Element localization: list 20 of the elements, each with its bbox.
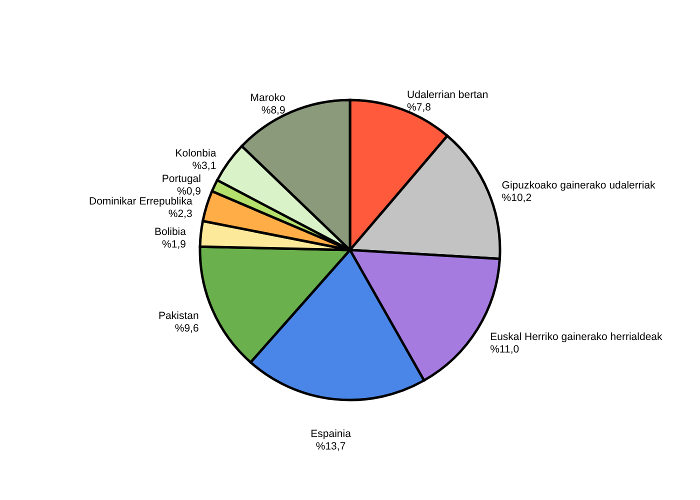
slice-label: Kolonbia <box>175 148 216 160</box>
data-label: %0,9 <box>177 186 202 198</box>
slice-label: Gipuzkoako gainerako udalerriak <box>502 179 656 192</box>
data-label: %13,7 <box>316 440 346 452</box>
data-label: %9,6 <box>174 322 199 335</box>
slice-label: Portugal <box>162 173 201 186</box>
data-label: %3,1 <box>192 160 216 172</box>
data-label: %1,9 <box>162 238 186 251</box>
data-label: %7,8 <box>407 102 432 114</box>
slice-label: Espainia <box>310 428 352 440</box>
slice-label: Maroko <box>250 92 286 104</box>
slice-label: Euskal Herriko gainerako herrialdeak <box>490 331 663 344</box>
slice-label: Dominikar Errepublika <box>89 195 192 208</box>
data-label: %11,0 <box>490 344 520 356</box>
data-label: %8,9 <box>261 104 286 117</box>
slice-label: Pakistan <box>158 310 199 322</box>
slice-label: Bolibia <box>154 226 186 238</box>
slice-label: Udalerrian bertan <box>407 89 488 102</box>
data-label: %10,2 <box>502 192 532 204</box>
data-label: %2,3 <box>168 208 192 220</box>
